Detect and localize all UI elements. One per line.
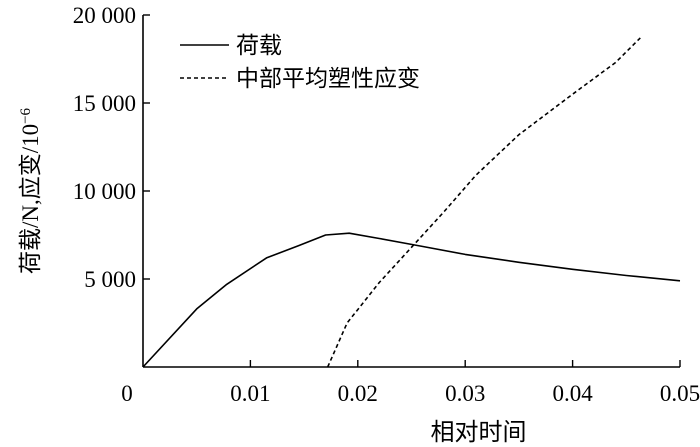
x-ticks: 0 0.01 0.02 0.03 0.04 0.05	[121, 360, 700, 406]
x-tick-label: 0.03	[445, 381, 485, 406]
legend-label-2: 中部平均塑性应变	[236, 66, 420, 91]
y-tick-label: 10 000	[73, 179, 136, 204]
y-ticks: 5 000 10 000 15 000 20 000	[73, 3, 150, 292]
y-axis-label-exponent: −6	[18, 107, 34, 123]
y-tick-label: 20 000	[73, 3, 136, 28]
legend-label-1: 荷载	[236, 33, 282, 58]
x-tick-label: 0.05	[660, 381, 700, 406]
series-line-2	[326, 37, 641, 368]
series-layer	[142, 37, 681, 368]
x-tick-label: 0.04	[552, 381, 593, 406]
y-axis-label: 荷载/N,应变/10−6	[18, 107, 43, 274]
series-line-1	[142, 232, 681, 368]
y-tick-label: 5 000	[84, 267, 136, 292]
x-axis-label: 相对时间	[431, 419, 527, 446]
x-tick-label: 0.02	[338, 381, 378, 406]
x-tick-label: 0	[121, 381, 133, 406]
y-axis-label-text: 荷载/N,应变/10	[18, 124, 43, 274]
y-tick-label: 15 000	[73, 91, 136, 116]
x-tick-label: 0.01	[230, 381, 270, 406]
